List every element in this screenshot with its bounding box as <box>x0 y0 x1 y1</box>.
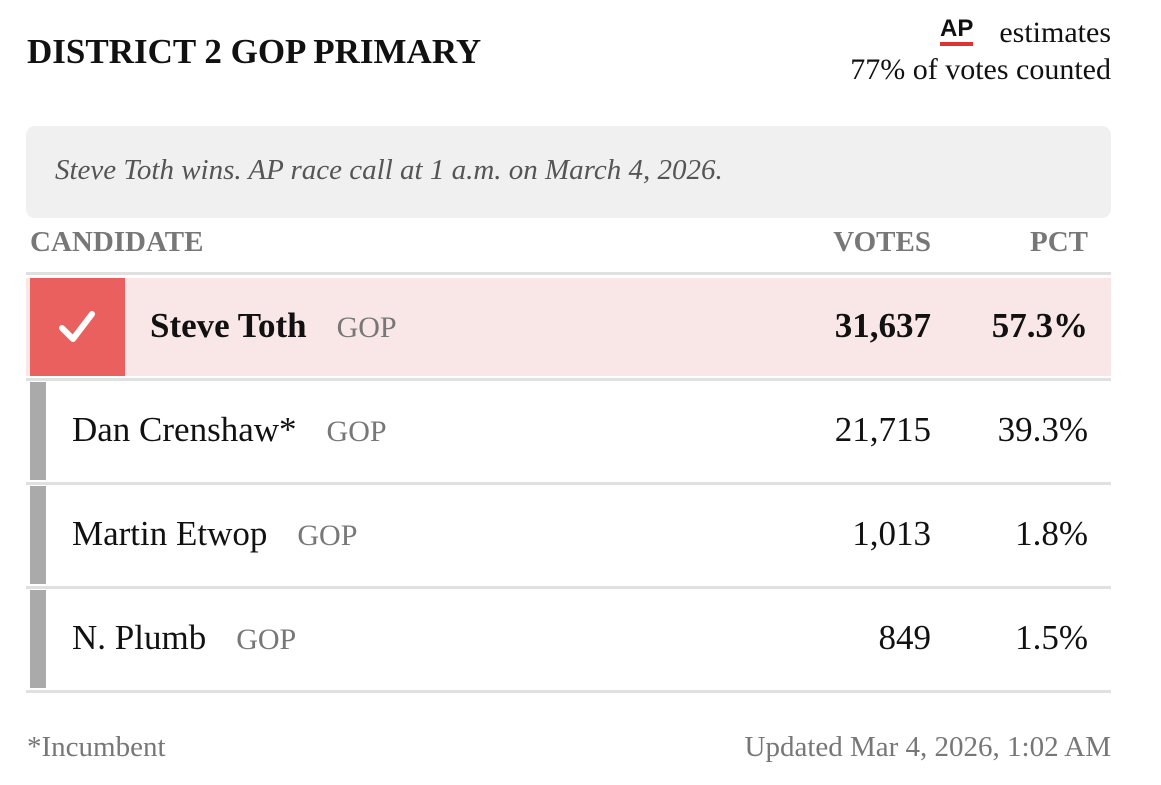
party: GOP <box>336 311 397 344</box>
updated: Updated Mar 4, 2026, 1:02 AM <box>744 731 1112 763</box>
ap-logo: AP <box>940 16 974 46</box>
footnote: *Incumbent <box>27 731 166 763</box>
column-header: VOTES <box>833 226 931 258</box>
pct: 57.3% <box>991 306 1088 345</box>
row-bar <box>30 382 46 480</box>
party: GOP <box>236 623 297 656</box>
candidate-name: Dan Crenshaw* <box>72 410 297 449</box>
race-call: Steve Toth wins. AP race call at 1 a.m. … <box>55 154 723 186</box>
pct: 39.3% <box>997 410 1088 449</box>
separator <box>26 378 1111 381</box>
candidate-name: Steve Toth <box>150 306 307 345</box>
candidate-row: Dan Crenshaw* GOP 21,715 39.3% <box>26 382 1111 480</box>
column-header: PCT <box>1030 226 1088 258</box>
reporting: 77% of votes counted <box>850 53 1111 86</box>
separator <box>26 690 1111 693</box>
candidate-row: Steve Toth GOP 31,637 57.3% <box>26 278 1111 376</box>
votes: 31,637 <box>834 306 931 345</box>
candidate: N. Plumb GOP <box>72 618 296 658</box>
race-title: DISTRICT 2 GOP PRIMARY <box>27 32 482 71</box>
race-call-box: Steve Toth wins. AP race call at 1 a.m. … <box>26 126 1111 218</box>
source-note: estimates <box>999 16 1111 49</box>
check-icon <box>59 311 95 342</box>
separator <box>26 272 1111 275</box>
candidate: Steve Toth GOP <box>150 306 397 346</box>
row-bar <box>30 486 46 584</box>
candidate-row: Martin Etwop GOP 1,013 1.8% <box>26 486 1111 584</box>
candidate: Dan Crenshaw* GOP <box>72 410 387 450</box>
candidate: Martin Etwop GOP <box>72 514 357 554</box>
pct: 1.8% <box>1015 514 1088 553</box>
votes: 849 <box>878 618 932 657</box>
candidate-name: N. Plumb <box>72 618 207 657</box>
candidate-row: N. Plumb GOP 849 1.5% <box>26 590 1111 688</box>
separator <box>26 482 1111 485</box>
votes: 1,013 <box>852 514 931 553</box>
candidate-name: Martin Etwop <box>72 514 268 553</box>
winner-flag <box>30 278 125 376</box>
separator <box>26 586 1111 589</box>
row-bar <box>30 590 46 688</box>
party: GOP <box>297 519 358 552</box>
column-header: CANDIDATE <box>30 226 204 258</box>
party: GOP <box>326 415 387 448</box>
votes: 21,715 <box>834 410 931 449</box>
pct: 1.5% <box>1015 618 1088 657</box>
